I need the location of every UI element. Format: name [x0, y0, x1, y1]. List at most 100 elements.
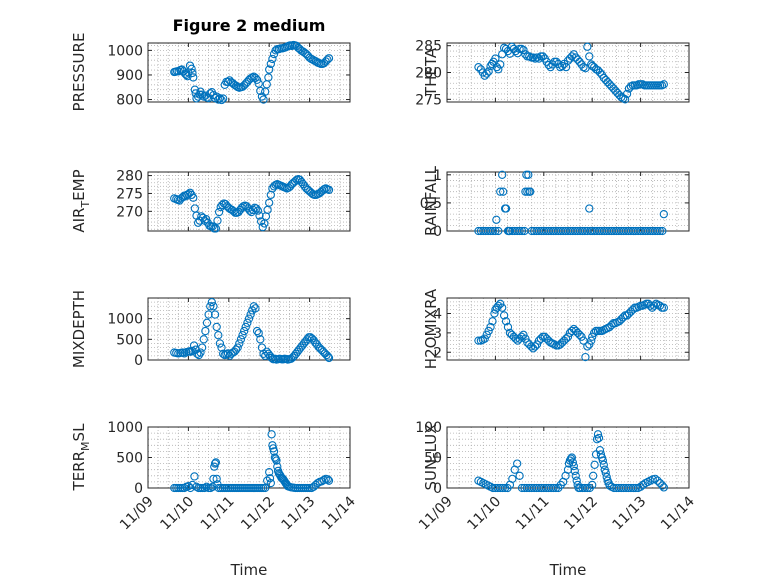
- data-point-pressure: [252, 75, 262, 85]
- data-point-h2omixra: [499, 311, 509, 320]
- data-point-rainfall: [658, 226, 667, 236]
- y-tick-label: 0.5: [420, 196, 442, 212]
- data-point-sun_flux: [590, 460, 599, 469]
- data-point-theta: [525, 52, 534, 61]
- x-tick-label: 11/09: [117, 494, 157, 534]
- data-point-mixdepth: [207, 297, 216, 307]
- data-point-mixdepth: [249, 302, 258, 311]
- y-axis-label: RAINFALL: [422, 165, 440, 236]
- y-tick-label: 800: [116, 93, 143, 109]
- data-point-pressure: [189, 73, 198, 82]
- y-tick-label: 900: [116, 68, 143, 84]
- data-point-h2omixra: [588, 332, 597, 341]
- data-point-sun_flux: [595, 446, 605, 455]
- data-point-pressure: [264, 73, 273, 82]
- y-tick-label: 3: [433, 326, 442, 342]
- data-point-mixdepth: [194, 350, 204, 360]
- data-point-sun_flux: [515, 471, 524, 480]
- data-point-sun_flux: [498, 483, 507, 493]
- data-point-air_temp: [252, 204, 261, 213]
- data-point-air_temp: [324, 185, 334, 195]
- data-point-theta: [486, 61, 495, 71]
- data-point-pressure: [187, 64, 196, 73]
- data-point-h2omixra: [511, 334, 520, 343]
- data-point-terr_msl: [202, 482, 211, 491]
- data-point-terr_msl: [206, 483, 215, 493]
- y-tick-label: 1000: [107, 43, 143, 59]
- x-tick-label: 11/13: [279, 494, 319, 534]
- data-point-terr_msl: [267, 430, 276, 439]
- data-point-sun_flux: [588, 480, 597, 490]
- data-point-terr_msl: [261, 483, 270, 493]
- data-point-mixdepth: [204, 310, 213, 319]
- y-tick-label: 50: [424, 451, 442, 467]
- data-point-theta: [517, 44, 526, 54]
- data-point-theta: [532, 53, 542, 62]
- data-point-mixdepth: [240, 326, 249, 336]
- data-point-pressure: [266, 59, 275, 69]
- data-point-pressure: [265, 65, 274, 74]
- data-point-mixdepth: [324, 352, 333, 361]
- data-point-sun_flux: [659, 483, 668, 492]
- data-point-mixdepth: [267, 353, 276, 363]
- data-point-terr_msl: [265, 467, 274, 477]
- data-point-air_temp: [213, 216, 222, 225]
- data-point-h2omixra: [575, 330, 584, 339]
- x-axis-label: Time: [549, 561, 587, 579]
- y-tick-label: 275: [116, 186, 143, 202]
- data-point-h2omixra: [480, 334, 489, 343]
- data-point-terr_msl: [211, 458, 221, 467]
- data-point-mixdepth: [201, 326, 210, 336]
- data-point-theta: [530, 54, 540, 63]
- data-point-h2omixra: [577, 332, 586, 341]
- y-tick-label: 0: [134, 353, 143, 369]
- data-point-theta: [546, 62, 555, 72]
- data-point-h2omixra: [619, 313, 628, 322]
- data-point-terr_msl: [192, 482, 201, 491]
- data-point-theta: [626, 82, 636, 91]
- data-point-theta: [583, 42, 592, 51]
- data-point-h2omixra: [650, 301, 659, 310]
- data-point-terr_msl: [209, 474, 218, 483]
- y-tick-label: 1: [433, 168, 442, 184]
- data-point-sun_flux: [513, 459, 522, 468]
- data-point-pressure: [259, 95, 268, 104]
- data-point-terr_msl: [190, 472, 199, 481]
- x-tick-label: 11/10: [464, 494, 504, 534]
- data-point-h2omixra: [585, 340, 594, 349]
- chart-title: Figure 2 medium: [173, 16, 326, 35]
- data-point-sun_flux: [594, 433, 604, 443]
- y-tick-label: 500: [116, 451, 143, 467]
- data-point-h2omixra: [482, 330, 491, 339]
- data-point-terr_msl: [180, 483, 189, 493]
- data-point-rainfall: [526, 187, 535, 196]
- data-point-theta: [519, 45, 528, 55]
- data-point-terr_msl: [212, 474, 221, 483]
- data-point-mixdepth: [215, 339, 225, 348]
- y-axis-label: MIXDEPTH: [70, 290, 88, 368]
- data-point-theta: [482, 69, 491, 78]
- data-point-terr_msl: [208, 482, 217, 491]
- data-point-theta: [622, 89, 632, 99]
- data-point-rainfall: [585, 204, 594, 213]
- data-point-terr_msl: [319, 475, 328, 485]
- data-point-mixdepth: [202, 318, 212, 327]
- data-point-sun_flux: [569, 461, 578, 471]
- data-point-mixdepth: [209, 302, 218, 311]
- data-point-theta: [538, 52, 547, 61]
- data-point-sun_flux: [592, 435, 602, 444]
- axes-background-rainfall: [447, 172, 689, 231]
- data-point-theta: [620, 95, 630, 104]
- data-point-rainfall: [501, 204, 511, 213]
- data-point-rainfall: [517, 226, 527, 236]
- y-axis-label: PRESSURE: [70, 33, 88, 112]
- data-point-h2omixra: [496, 299, 505, 308]
- data-point-pressure: [323, 55, 332, 64]
- y-tick-label: 275: [415, 92, 442, 108]
- data-point-theta: [494, 65, 503, 74]
- data-point-sun_flux: [508, 474, 517, 483]
- data-point-pressure: [217, 95, 226, 105]
- data-point-terr_msl: [210, 459, 220, 468]
- axes-box-pressure: [147, 42, 351, 103]
